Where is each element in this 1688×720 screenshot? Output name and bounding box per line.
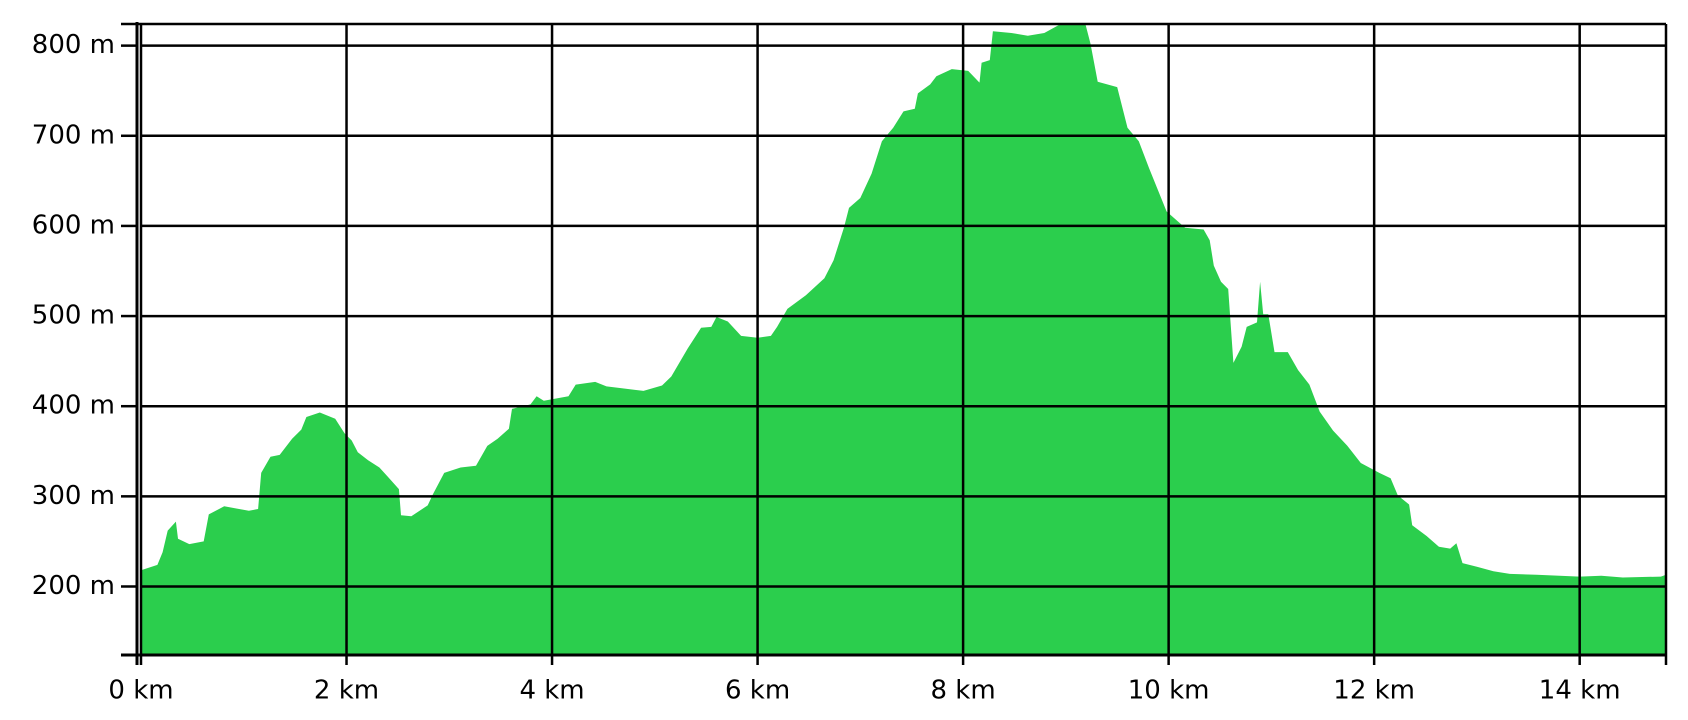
- y-tick-label: 700 m: [32, 120, 115, 150]
- y-tick-label: 500 m: [32, 301, 115, 331]
- y-tick-label: 400 m: [32, 391, 115, 421]
- x-tick-label: 12 km: [1333, 676, 1415, 706]
- x-tick-label: 2 km: [314, 676, 379, 706]
- x-tick-label: 10 km: [1128, 676, 1210, 706]
- y-tick-label: 800 m: [32, 30, 115, 60]
- x-tick-label: 8 km: [931, 676, 996, 706]
- y-tick-label: 200 m: [32, 571, 115, 601]
- elevation-area: [141, 24, 1666, 655]
- x-tick-label: 0 km: [108, 676, 173, 706]
- x-tick-label: 14 km: [1539, 676, 1621, 706]
- y-tick-label: 600 m: [32, 210, 115, 240]
- x-tick-label: 6 km: [725, 676, 790, 706]
- y-tick-label: 300 m: [32, 481, 115, 511]
- x-tick-label: 4 km: [519, 676, 584, 706]
